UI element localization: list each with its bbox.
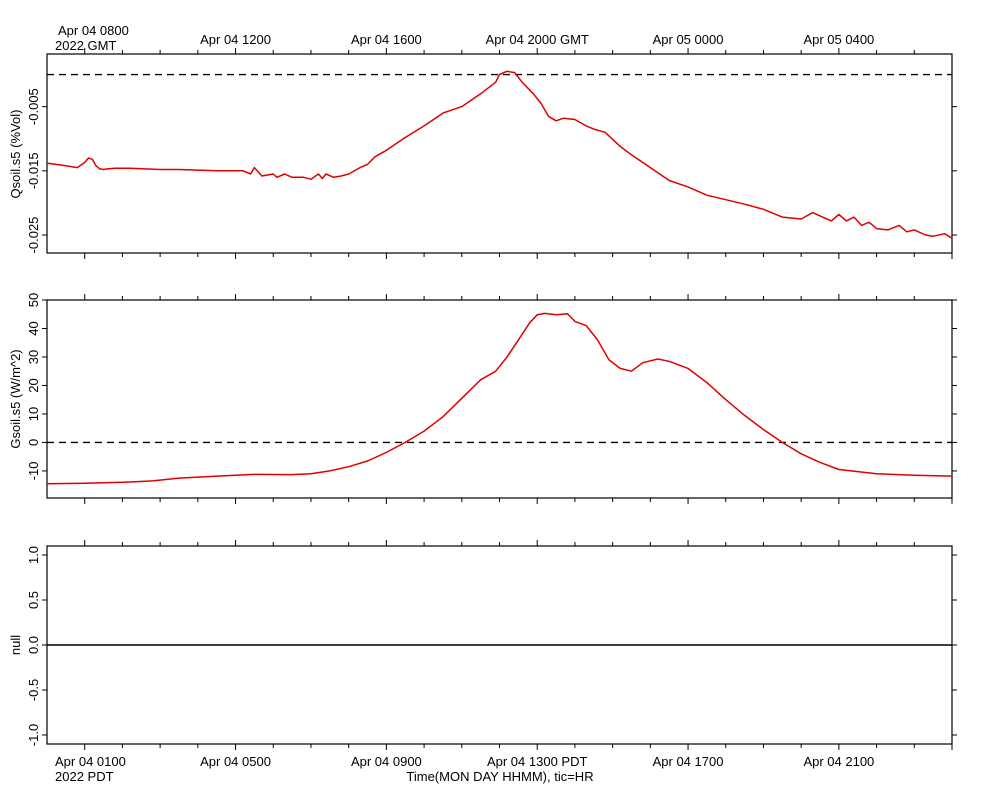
top-tick-label: Apr 04 2000 GMT xyxy=(486,32,589,47)
y-tick-label: -0.5 xyxy=(26,679,41,701)
bottom-year-label: 2022 PDT xyxy=(55,769,114,784)
qsoil-panel: Qsoil.s5 (%Vol) -0.025 -0.015 -0.005 xyxy=(8,48,957,259)
top-tick-label: Apr 05 0400 xyxy=(803,32,874,47)
top-year-label: 2022 GMT xyxy=(55,38,116,53)
y-tick-label: -0.025 xyxy=(26,217,41,254)
top-time-axis: 2022 GMT Apr 04 0800 Apr 04 1200 Apr 04 16… xyxy=(55,23,874,53)
top-tick-label: Apr 04 1200 xyxy=(200,32,271,47)
top-tick-label: Apr 04 0800 xyxy=(58,23,129,38)
plot-frame xyxy=(46,53,953,254)
gsoil-panel: Gsoil.s5 (W/m^2) -10 0 10 20 30 40 50 xyxy=(8,293,957,504)
y-tick-label: 0.0 xyxy=(26,636,41,654)
series-line xyxy=(46,312,953,485)
null-panel: null -1.0 -0.5 0.0 0.5 1.0 xyxy=(8,540,957,750)
y-tick-label: 1.0 xyxy=(26,546,41,564)
bottom-tick-label: Apr 04 1700 xyxy=(653,754,724,769)
y-tick-label: 30 xyxy=(26,350,41,364)
y-tick-label: 20 xyxy=(26,378,41,392)
bottom-tick-label: Apr 04 1300 PDT xyxy=(487,754,588,769)
bottom-tick-label: Apr 04 0900 xyxy=(351,754,422,769)
y-tick-label: 40 xyxy=(26,321,41,335)
plot-frame xyxy=(46,299,953,499)
y-tick-label: -0.015 xyxy=(26,152,41,189)
bottom-time-axis: 2022 PDT Time(MON DAY HHMM), tic=HR Apr … xyxy=(55,754,874,784)
series-line xyxy=(46,70,953,239)
top-tick-label: Apr 04 1600 xyxy=(351,32,422,47)
bottom-tick-label: Apr 04 0500 xyxy=(200,754,271,769)
y-tick-label: -1.0 xyxy=(26,724,41,746)
y-tick-label: 0 xyxy=(26,439,41,446)
null-y-axis-label: null xyxy=(8,635,23,655)
bottom-tick-label: Apr 04 0100 xyxy=(55,754,126,769)
y-tick-label: 50 xyxy=(26,293,41,307)
top-tick-label: Apr 05 0000 xyxy=(653,32,724,47)
qsoil-y-axis-label: Qsoil.s5 (%Vol) xyxy=(8,110,23,199)
gsoil-y-axis-label: Gsoil.s5 (W/m^2) xyxy=(8,349,23,448)
bottom-tick-label: Apr 04 2100 xyxy=(803,754,874,769)
bottom-axis-title: Time(MON DAY HHMM), tic=HR xyxy=(406,769,593,784)
y-tick-label: -10 xyxy=(26,462,41,481)
y-tick-label: 0.5 xyxy=(26,591,41,609)
y-tick-label: 10 xyxy=(26,407,41,421)
y-tick-label: -0.005 xyxy=(26,88,41,125)
